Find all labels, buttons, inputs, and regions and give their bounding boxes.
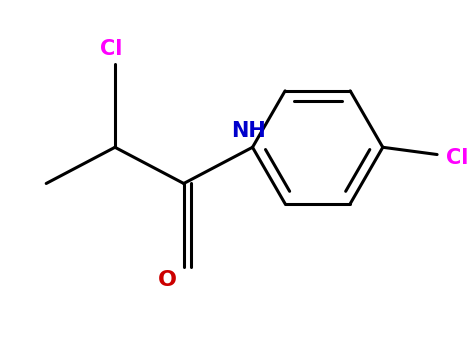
Text: Cl: Cl xyxy=(100,39,123,59)
Text: NH: NH xyxy=(231,121,266,142)
Text: O: O xyxy=(158,270,177,290)
Text: Cl: Cl xyxy=(446,148,468,168)
